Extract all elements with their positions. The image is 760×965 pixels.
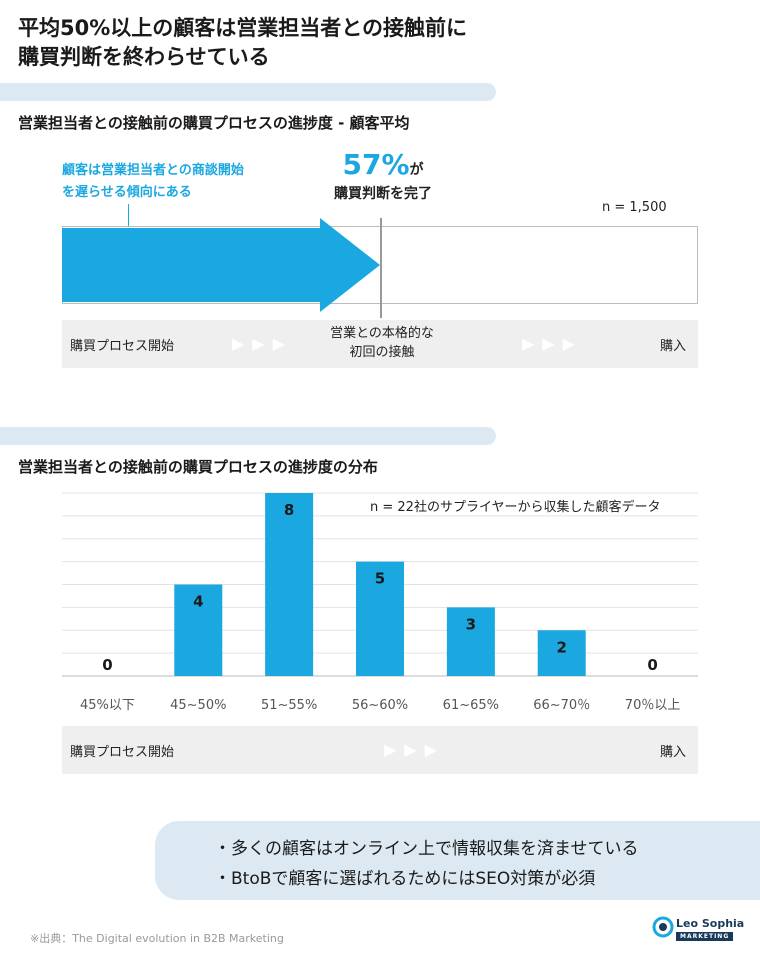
process-flow-1: 購買プロセス開始 ▶▶▶ 営業との本格的な 初回の接触 ▶▶▶ 購入 xyxy=(62,320,698,368)
chart-data-label: 8 xyxy=(284,501,294,519)
section-band-2 xyxy=(0,427,496,445)
source-note: ※出典：The Digital evolution in B2B Marketi… xyxy=(30,932,284,945)
summary-bullet-1: ・多くの顧客はオンライン上で情報収集を済ませている xyxy=(214,839,639,859)
flow-mid-line-1: 営業との本格的な xyxy=(330,326,434,341)
title-line-2: 購買判断を終わらせている xyxy=(18,45,270,69)
distribution-chart: 0 45%以下 4 45~50% 8 51~55% 5 56~60% 3 61~65% 2 66~70… xyxy=(62,492,698,713)
percent-value: 57% xyxy=(342,148,410,181)
progress-arrow-svg xyxy=(62,218,380,312)
chevron-right-icon: ▶▶▶ xyxy=(232,334,293,353)
chart-bar xyxy=(265,493,314,676)
summary-bullet-2: ・BtoBで顧客に選ばれるためにはSEO対策が必須 xyxy=(214,869,596,889)
contact-marker-line xyxy=(380,218,382,318)
chart-data-label: 0 xyxy=(647,656,657,674)
chart-data-label: 4 xyxy=(193,593,203,611)
chart-labels: 0 45%以下 4 45~50% 8 51~55% 5 56~60% 3 61~65% 2 66~70… xyxy=(80,501,680,713)
chart-data-label: 0 xyxy=(102,656,112,674)
callout-line-1: 顧客は営業担当者との商談開始 xyxy=(62,163,244,178)
chart-category-label: 51~55% xyxy=(261,698,317,713)
percent-label: 57%が 購買判断を完了 xyxy=(318,148,448,203)
logo-name: Leo Sophia xyxy=(676,917,745,930)
callout-connector xyxy=(128,204,129,230)
flow-end-label: 購入 xyxy=(660,339,687,354)
logo-tag: MARKETING xyxy=(676,932,734,941)
chevron-right-icon: ▶▶▶ xyxy=(522,334,583,353)
chart-bars xyxy=(174,493,586,676)
chevron-right-icon: ▶▶▶ xyxy=(384,740,445,759)
process-flow-2: 購買プロセス開始 ▶▶▶ 購入 xyxy=(62,726,698,774)
section-band-1 xyxy=(0,83,496,101)
chart-category-label: 61~65% xyxy=(443,698,499,713)
sample-size-label: n = 1,500 xyxy=(602,200,667,215)
section-2-title: 営業担当者との接触前の購買プロセスの進捗度の分布 xyxy=(18,458,378,476)
percent-caption: 購買判断を完了 xyxy=(334,186,432,202)
lion-logo-icon xyxy=(652,916,674,938)
chart-category-label: 70％以上 xyxy=(625,698,681,713)
title-line-1: 平均50%以上の顧客は営業担当者との接触前に xyxy=(18,16,468,40)
flow-end-label: 購入 xyxy=(660,745,687,760)
chart-bar xyxy=(537,630,586,676)
page-title: 平均50%以上の顧客は営業担当者との接触前に 購買判断を終わらせている xyxy=(18,14,467,72)
chart-category-label: 56~60% xyxy=(352,698,408,713)
summary-box xyxy=(155,821,760,900)
callout-line-2: を遅らせる傾向にある xyxy=(62,185,192,200)
chart-bar xyxy=(356,561,404,676)
callout-text: 顧客は営業担当者との商談開始 を遅らせる傾向にある xyxy=(62,160,244,204)
chart-data-label: 3 xyxy=(466,615,476,633)
chart-category-label: 45~50% xyxy=(170,698,226,713)
chart-category-label: 45%以下 xyxy=(80,698,135,713)
chart-data-label: 2 xyxy=(556,638,566,656)
chart-bar xyxy=(446,607,495,676)
chart-sample-label: n = 22社のサプライヤーから収集した顧客データ xyxy=(368,496,663,515)
flow-start-label: 購買プロセス開始 xyxy=(70,745,175,760)
flow-mid-line-2: 初回の接触 xyxy=(349,345,415,360)
flow-mid-label: 営業との本格的な 初回の接触 xyxy=(312,324,452,362)
chart-bar xyxy=(174,584,223,676)
chart-category-label: 66~70％ xyxy=(533,698,590,713)
chart-data-label: 5 xyxy=(375,570,385,588)
progress-arrow xyxy=(62,218,380,312)
section-1-title: 営業担当者との接触前の購買プロセスの進捗度 - 顧客平均 xyxy=(18,114,410,132)
flow-start-label: 購買プロセス開始 xyxy=(70,339,175,354)
percent-suffix: が xyxy=(409,162,424,178)
